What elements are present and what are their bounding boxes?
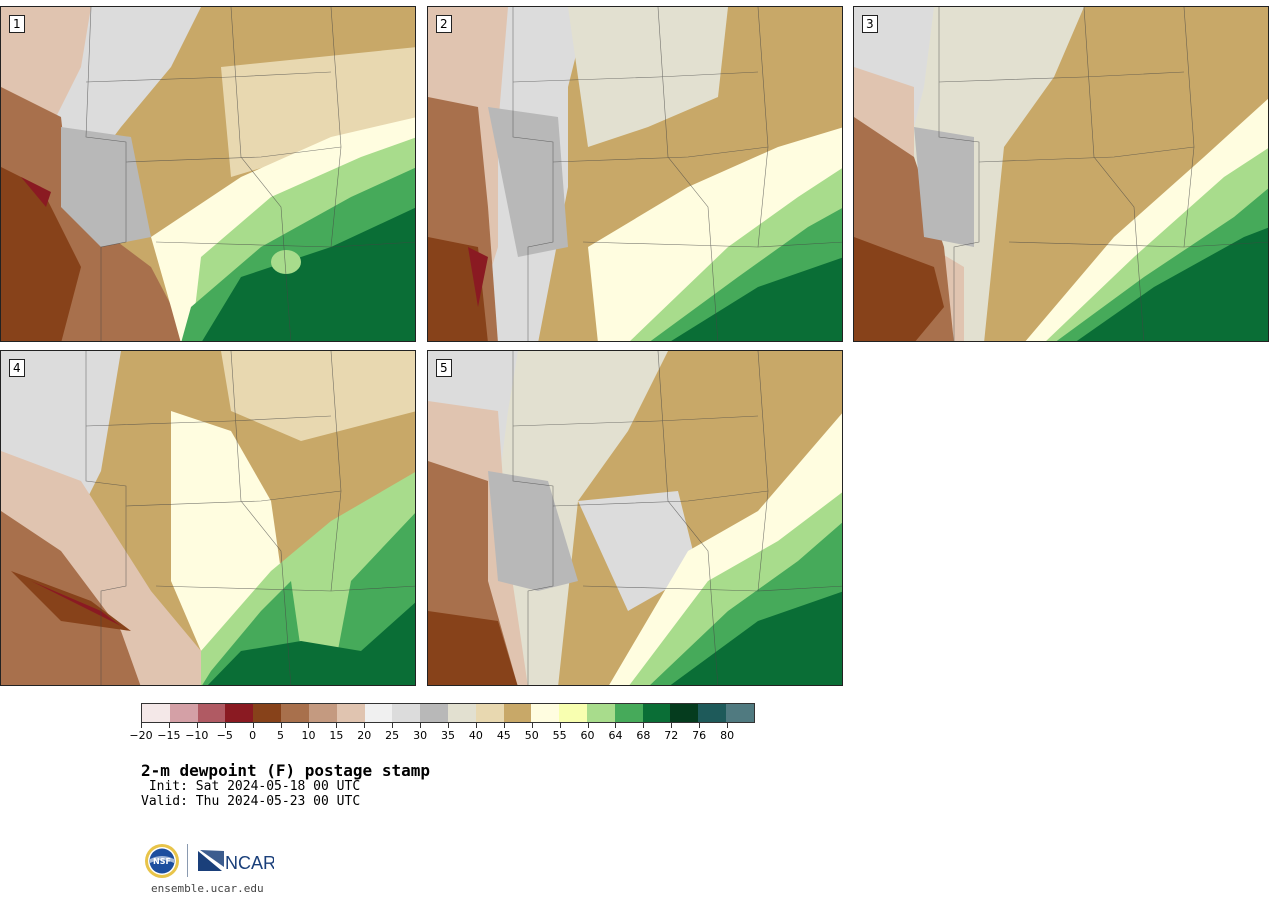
colorbar-tick-label: 0 xyxy=(249,729,257,742)
colorbar-tick-label: 5 xyxy=(277,729,285,742)
colorbar-tick-label: 35 xyxy=(441,729,455,742)
colorbar-tick xyxy=(336,723,338,728)
colorbar-swatch xyxy=(336,704,365,722)
colorbar-swatch xyxy=(698,704,727,722)
colorbar-tick-label: 25 xyxy=(385,729,400,742)
colorbar-swatch xyxy=(281,704,309,722)
colorbar-tick-label: 72 xyxy=(664,729,679,742)
colorbar-tick-label: −5 xyxy=(216,729,233,742)
colorbar-tick-label: 15 xyxy=(329,729,344,742)
colorbar-tick xyxy=(364,723,366,728)
colorbar-tick xyxy=(280,723,282,728)
colorbar-swatch xyxy=(420,704,448,722)
colorbar-tick-label: 45 xyxy=(496,729,511,742)
colorbar-swatch xyxy=(559,704,587,722)
colorbar-tick xyxy=(308,723,310,728)
colorbar-tick-label: −10 xyxy=(185,729,209,742)
dewpoint-map-1 xyxy=(1,7,415,341)
member-panel-2: 2 xyxy=(427,6,843,342)
ncar-logo-icon: NCAR xyxy=(198,850,274,873)
colorbar-tick xyxy=(392,723,394,728)
colorbar-swatch xyxy=(475,704,504,722)
member-panel-3: 3 xyxy=(853,6,1269,342)
colorbar-swatch xyxy=(670,704,699,722)
colorbar-tick xyxy=(196,723,198,728)
member-panel-4: 4 xyxy=(0,350,416,686)
colorbar-swatch xyxy=(392,704,421,722)
colorbar-tick xyxy=(503,723,505,728)
colorbar-tick-label: 64 xyxy=(608,729,623,742)
colorbar-tick xyxy=(141,723,142,728)
dewpoint-map-4 xyxy=(1,351,415,685)
colorbar-tick xyxy=(615,723,617,728)
colorbar-tick xyxy=(224,723,226,728)
member-number: 3 xyxy=(862,15,878,33)
colorbar-tick-label: 55 xyxy=(552,729,567,742)
colorbar-tick xyxy=(587,723,589,728)
logo-divider xyxy=(187,844,188,877)
init-time: Init: Sat 2024-05-18 00 UTC xyxy=(141,779,361,794)
colorbar-swatch xyxy=(642,704,671,722)
colorbar-tick xyxy=(727,723,729,728)
colorbar-tick xyxy=(475,723,477,728)
dewpoint-map-5 xyxy=(428,351,842,685)
colorbar-swatch xyxy=(197,704,226,722)
colorbar-ticks: −20 −15 −10 −5 0 5 10 15 20 25 30 35 40 45 50 55 60 64 68 7… xyxy=(129,723,755,743)
colorbar-tick-label: 20 xyxy=(357,729,372,742)
colorbar-swatch xyxy=(253,704,282,722)
colorbar-tick-label: 60 xyxy=(580,729,595,742)
member-number: 1 xyxy=(9,15,25,33)
colorbar-tick-label: −15 xyxy=(157,729,181,742)
colorbar-tick xyxy=(699,723,701,728)
site-url: ensemble.ucar.edu xyxy=(151,882,264,895)
dewpoint-map-2 xyxy=(428,7,842,341)
member-number: 4 xyxy=(9,359,25,377)
member-panel-1: 1 xyxy=(0,6,416,342)
colorbar-tick xyxy=(531,723,533,728)
member-panel-5: 5 xyxy=(427,350,843,686)
colorbar-tick-label: 80 xyxy=(720,729,735,742)
colorbar-swatch xyxy=(447,704,476,722)
colorbar-tick xyxy=(559,723,561,728)
colorbar-tick-label: 68 xyxy=(636,729,651,742)
colorbar-swatch xyxy=(225,704,254,722)
ncar-logo-text: NCAR xyxy=(225,853,274,873)
colorbar-tick xyxy=(448,723,449,728)
colorbar-tick xyxy=(252,723,254,728)
colorbar-swatch xyxy=(364,704,393,722)
colorbar-swatch xyxy=(169,704,198,722)
colorbar-swatch xyxy=(614,704,643,722)
colorbar-swatch xyxy=(142,704,170,722)
colorbar-tick-label: 30 xyxy=(413,729,428,742)
colorbar-tick-label: 50 xyxy=(524,729,539,742)
colorbar-tick xyxy=(168,723,170,728)
colorbar-swatch xyxy=(308,704,337,722)
member-number: 2 xyxy=(436,15,452,33)
colorbar-tick-label: 76 xyxy=(692,729,707,742)
plot-title: 2-m dewpoint (F) postage stamp xyxy=(141,761,430,780)
colorbar-tick xyxy=(671,723,673,728)
colorbar-tick xyxy=(643,723,645,728)
dewpoint-map-3 xyxy=(854,7,1268,341)
dewpoint-colorbar xyxy=(141,703,755,723)
valid-time: Valid: Thu 2024-05-23 00 UTC xyxy=(141,794,361,809)
colorbar-tick-label: 40 xyxy=(468,729,483,742)
member-number: 5 xyxy=(436,359,452,377)
nsf-logo-icon: NSF xyxy=(145,844,179,878)
colorbar-swatch xyxy=(726,704,754,722)
colorbar-swatch xyxy=(531,704,560,722)
logo-group: NSF NCAR xyxy=(144,842,274,880)
colorbar-tick-label: −20 xyxy=(129,729,153,742)
colorbar-tick-label: 10 xyxy=(301,729,316,742)
nsf-logo-text: NSF xyxy=(153,857,171,866)
colorbar-swatch xyxy=(587,704,615,722)
colorbar-swatch xyxy=(503,704,532,722)
colorbar-tick xyxy=(420,723,422,728)
